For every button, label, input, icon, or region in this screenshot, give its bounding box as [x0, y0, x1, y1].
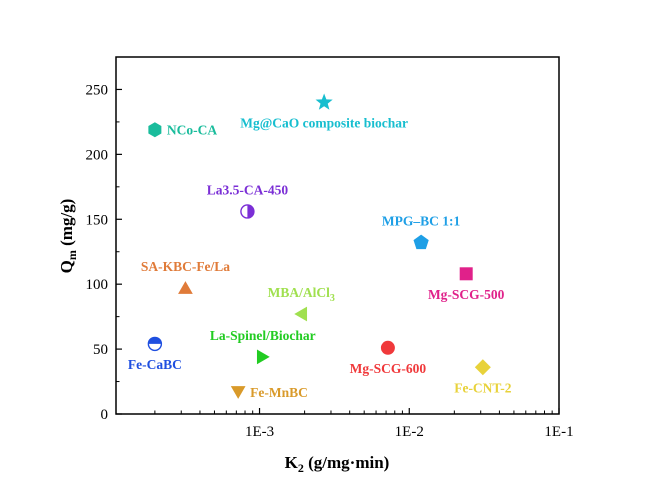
marker-mpg-bc-1-1 — [413, 234, 429, 250]
data-marks — [147, 93, 491, 399]
x-tick-label: 1E-3 — [245, 424, 274, 440]
point-label: Mg@CaO composite biochar — [240, 115, 408, 130]
marker-sa-kbc-fe-la — [178, 281, 193, 294]
marker-fe-mnbc — [230, 386, 246, 399]
point-label: La3.5-CA-450 — [207, 182, 289, 197]
x-axis-title: K2 (g/mg·min) — [285, 453, 390, 475]
marker-mg-scg-600 — [380, 340, 395, 355]
x-tick-label: 1E-2 — [395, 424, 424, 440]
point-label: Fe-CNT-2 — [454, 380, 511, 395]
marker-mg-cao-composite-biochar — [315, 93, 333, 110]
marker-la-spinel-biochar — [256, 349, 270, 365]
y-tick-label: 200 — [86, 147, 109, 163]
point-label: Mg-SCG-500 — [428, 287, 505, 302]
y-tick-label: 0 — [101, 407, 109, 423]
marker-mba-alcl — [294, 306, 308, 322]
point-label: La-Spinel/Biochar — [210, 328, 316, 343]
point-label: Mg-SCG-600 — [350, 361, 427, 376]
marker-fe-cnt-2 — [474, 359, 491, 376]
y-tick-label: 150 — [86, 212, 109, 228]
marker-fe-cabc — [147, 336, 163, 352]
y-axis-title: Qm (mg/g) — [57, 199, 79, 274]
y-tick-label: 250 — [86, 82, 109, 98]
point-label: MBA/AlCl3 — [268, 285, 335, 304]
point-label: Fe-MnBC — [250, 385, 308, 400]
marker-nco-ca — [148, 122, 162, 138]
marker-la3-5-ca-450 — [240, 204, 255, 219]
point-label: MPG–BC 1:1 — [382, 214, 461, 229]
point-label: Fe-CaBC — [128, 357, 182, 372]
x-tick-label: 1E-1 — [544, 424, 573, 440]
point-label: SA-KBC-Fe/La — [141, 259, 230, 274]
y-tick-label: 100 — [86, 277, 109, 293]
axes: 0 50 100 150 200 250 1E-3 1E-2 1E-1 — [86, 82, 574, 440]
plot-frame — [115, 56, 560, 415]
marker-mg-scg-500 — [459, 267, 473, 281]
point-label: NCo-CA — [167, 123, 217, 138]
y-tick-label: 50 — [93, 342, 108, 358]
data-labels: NCo-CA Mg@CaO composite biochar La3.5-CA-4… — [128, 115, 512, 399]
